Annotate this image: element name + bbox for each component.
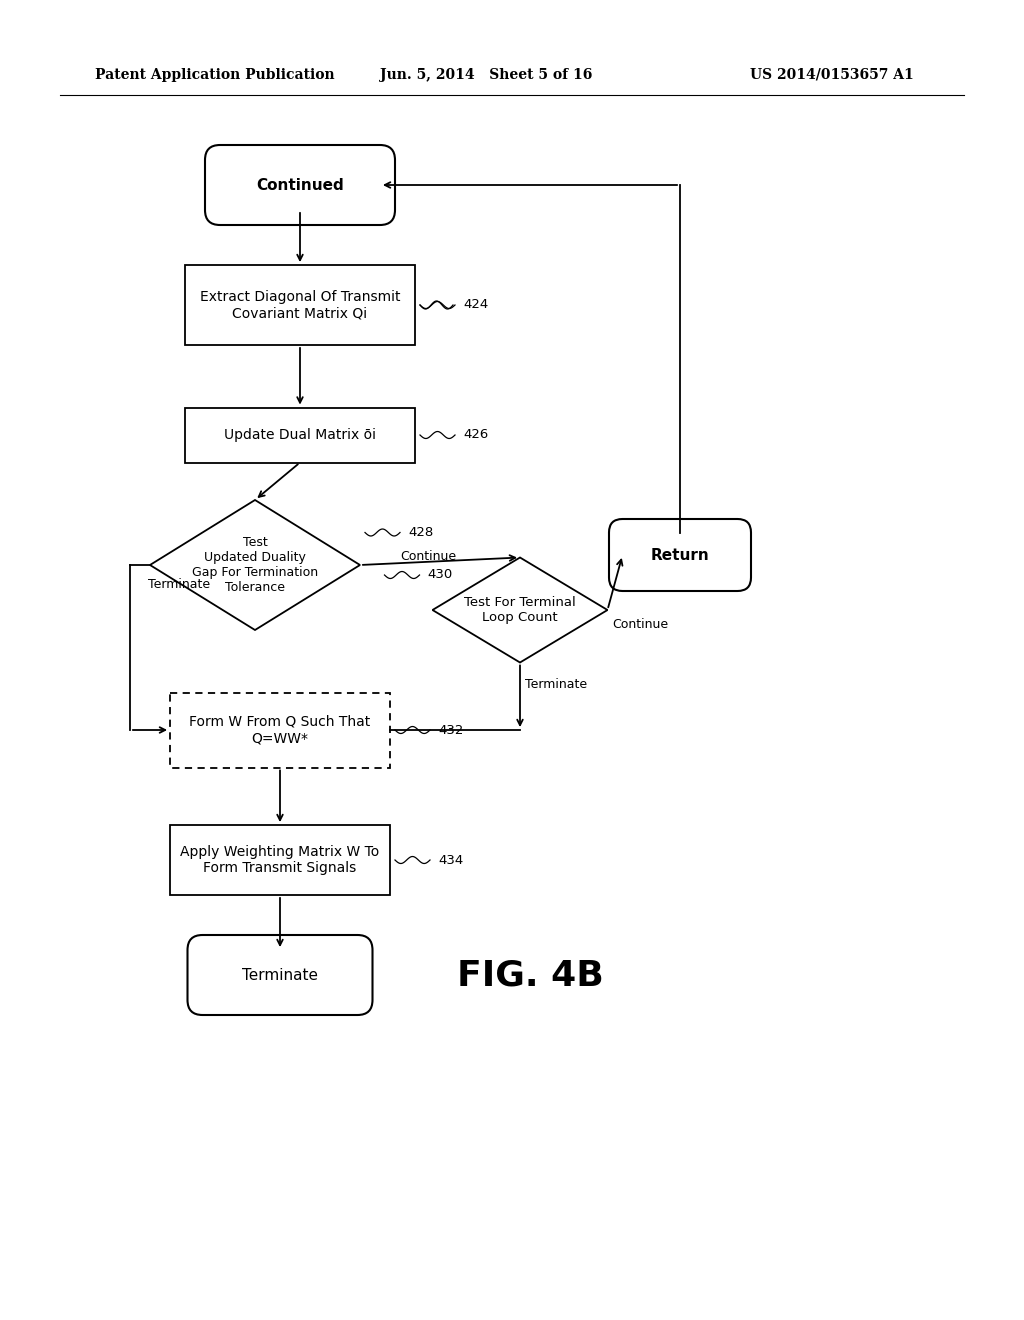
- Text: Continued: Continued: [256, 177, 344, 193]
- Text: Extract Diagonal Of Transmit
Covariant Matrix Qi: Extract Diagonal Of Transmit Covariant M…: [200, 290, 400, 321]
- Text: 426: 426: [463, 429, 488, 441]
- FancyBboxPatch shape: [609, 519, 751, 591]
- Text: Patent Application Publication: Patent Application Publication: [95, 69, 335, 82]
- Text: Test
Updated Duality
Gap For Termination
Tolerance: Test Updated Duality Gap For Termination…: [191, 536, 318, 594]
- Text: FIG. 4B: FIG. 4B: [457, 958, 603, 993]
- Text: 432: 432: [438, 723, 464, 737]
- FancyBboxPatch shape: [205, 145, 395, 224]
- Polygon shape: [432, 557, 607, 663]
- Text: 424: 424: [463, 298, 488, 312]
- Text: 434: 434: [438, 854, 463, 866]
- Text: Continue: Continue: [612, 618, 669, 631]
- Text: 430: 430: [427, 569, 453, 582]
- Text: US 2014/0153657 A1: US 2014/0153657 A1: [750, 69, 913, 82]
- Text: Form W From Q Such That
Q=WW*: Form W From Q Such That Q=WW*: [189, 715, 371, 744]
- Text: Terminate: Terminate: [148, 578, 210, 591]
- Text: Terminate: Terminate: [525, 678, 587, 690]
- Text: Terminate: Terminate: [242, 968, 318, 982]
- Text: Test For Terminal
Loop Count: Test For Terminal Loop Count: [464, 597, 575, 624]
- Polygon shape: [150, 500, 360, 630]
- FancyBboxPatch shape: [187, 935, 373, 1015]
- Text: Return: Return: [650, 548, 710, 562]
- Text: 428: 428: [408, 525, 433, 539]
- Text: Jun. 5, 2014   Sheet 5 of 16: Jun. 5, 2014 Sheet 5 of 16: [380, 69, 592, 82]
- FancyBboxPatch shape: [185, 408, 415, 462]
- FancyBboxPatch shape: [170, 825, 390, 895]
- Text: Continue: Continue: [400, 550, 456, 564]
- FancyBboxPatch shape: [170, 693, 390, 767]
- FancyBboxPatch shape: [185, 265, 415, 345]
- Text: Apply Weighting Matrix W To
Form Transmit Signals: Apply Weighting Matrix W To Form Transmi…: [180, 845, 380, 875]
- Text: Update Dual Matrix ōi: Update Dual Matrix ōi: [224, 428, 376, 442]
